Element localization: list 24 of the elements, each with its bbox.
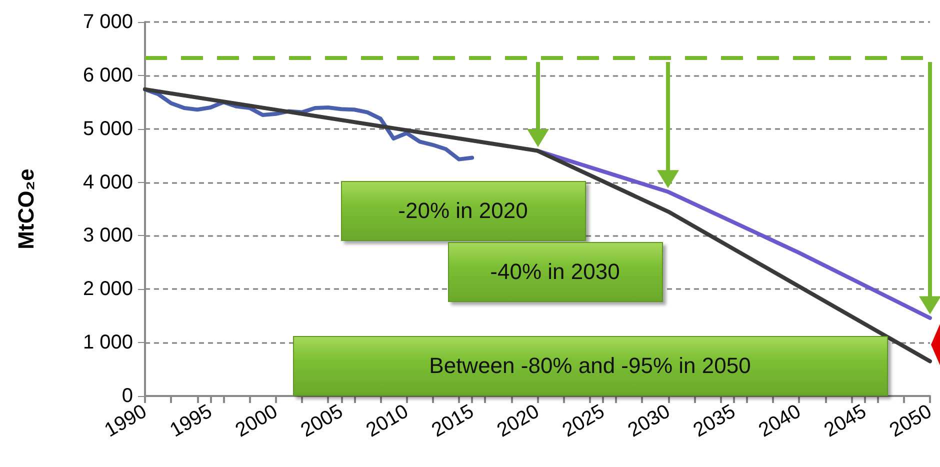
x-tick-label: 2000 <box>232 400 282 442</box>
x-tick-label: 2030 <box>624 400 674 442</box>
y-tick-label: 7 000 <box>82 11 133 33</box>
y-axis-title: MtCO₂e <box>14 168 38 250</box>
x-tick-label: 2050 <box>886 400 936 442</box>
y-tick-label: 5 000 <box>82 118 133 140</box>
text-box: -20% in 2020 <box>340 181 586 241</box>
x-tick-label: 2020 <box>493 400 543 442</box>
x-tick-label: 2035 <box>690 400 740 442</box>
x-tick-label: 2040 <box>755 400 805 442</box>
y-tick-label: 6 000 <box>82 64 133 86</box>
x-tick-label: 2015 <box>428 400 478 442</box>
x-tick-label: 2025 <box>558 400 608 442</box>
y-tick-label: 2 000 <box>82 278 133 300</box>
text-box: Between -80% and -95% in 2050 <box>292 336 888 396</box>
x-tick-label: 2005 <box>297 400 347 442</box>
y-tick-label: 3 000 <box>82 224 133 247</box>
x-tick-label: 2045 <box>820 400 870 442</box>
x-tick-label: 2010 <box>362 400 412 442</box>
x-tick-label: 1995 <box>166 400 216 442</box>
y-tick-label: 0 <box>122 385 133 407</box>
y-tick-label: 4 000 <box>82 171 133 194</box>
y-tick-label: 1 000 <box>82 332 133 354</box>
text-box: -40% in 2030 <box>448 242 662 302</box>
